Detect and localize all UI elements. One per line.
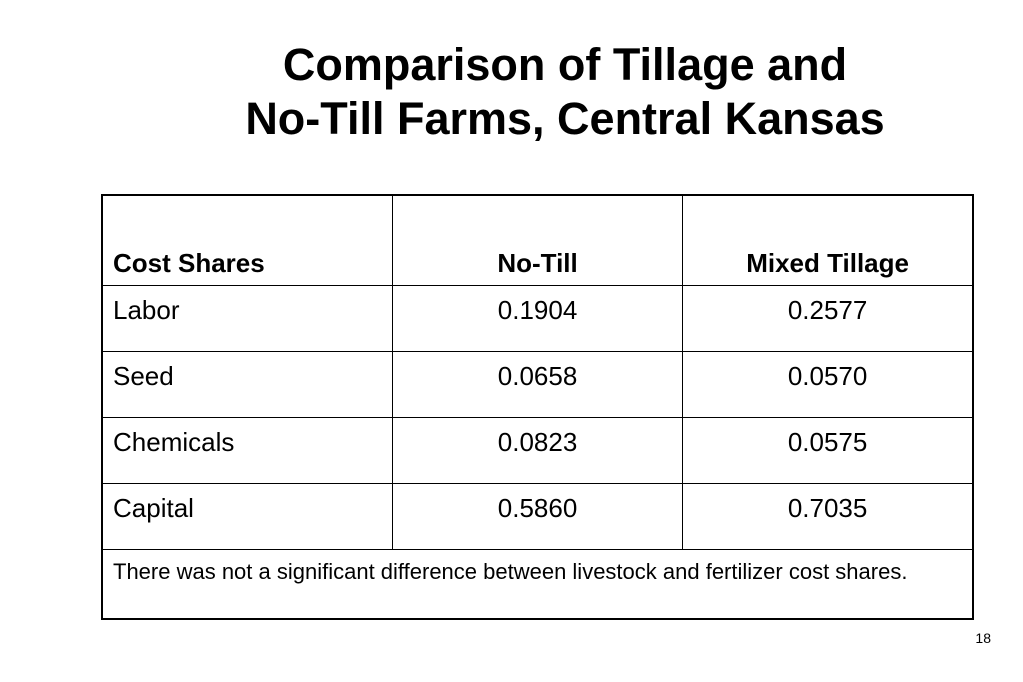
table-note-row: There was not a significant difference b… bbox=[101, 548, 974, 620]
table-note: There was not a significant difference b… bbox=[101, 548, 974, 620]
title-line-1: Comparison of Tillage and bbox=[282, 39, 848, 90]
title-line-2: No-Till Farms, Central Kansas bbox=[245, 93, 885, 144]
page-number: 18 bbox=[975, 630, 991, 646]
header-mixed-tillage: Mixed Tillage bbox=[682, 194, 974, 286]
row-label: Seed bbox=[101, 350, 393, 418]
row-label: Labor bbox=[101, 284, 393, 352]
table-row: Seed 0.0658 0.0570 bbox=[101, 350, 974, 418]
no-till-value: 0.0823 bbox=[391, 416, 684, 484]
no-till-value: 0.0658 bbox=[391, 350, 684, 418]
row-label: Chemicals bbox=[101, 416, 393, 484]
mixed-tillage-value: 0.7035 bbox=[682, 482, 974, 550]
table-row: Chemicals 0.0823 0.0575 bbox=[101, 416, 974, 484]
mixed-tillage-value: 0.2577 bbox=[682, 284, 974, 352]
table-row: Capital 0.5860 0.7035 bbox=[101, 482, 974, 550]
slide-title: Comparison of Tillage and No-Till Farms,… bbox=[100, 38, 1023, 146]
table-row: Labor 0.1904 0.2577 bbox=[101, 284, 974, 352]
mixed-tillage-value: 0.0570 bbox=[682, 350, 974, 418]
no-till-value: 0.1904 bbox=[391, 284, 684, 352]
cost-shares-table: Cost Shares No-Till Mixed Tillage Labor … bbox=[101, 194, 974, 620]
table-header-row: Cost Shares No-Till Mixed Tillage bbox=[101, 194, 974, 286]
header-cost-shares: Cost Shares bbox=[101, 194, 393, 286]
row-label: Capital bbox=[101, 482, 393, 550]
header-no-till: No-Till bbox=[391, 194, 684, 286]
mixed-tillage-value: 0.0575 bbox=[682, 416, 974, 484]
no-till-value: 0.5860 bbox=[391, 482, 684, 550]
